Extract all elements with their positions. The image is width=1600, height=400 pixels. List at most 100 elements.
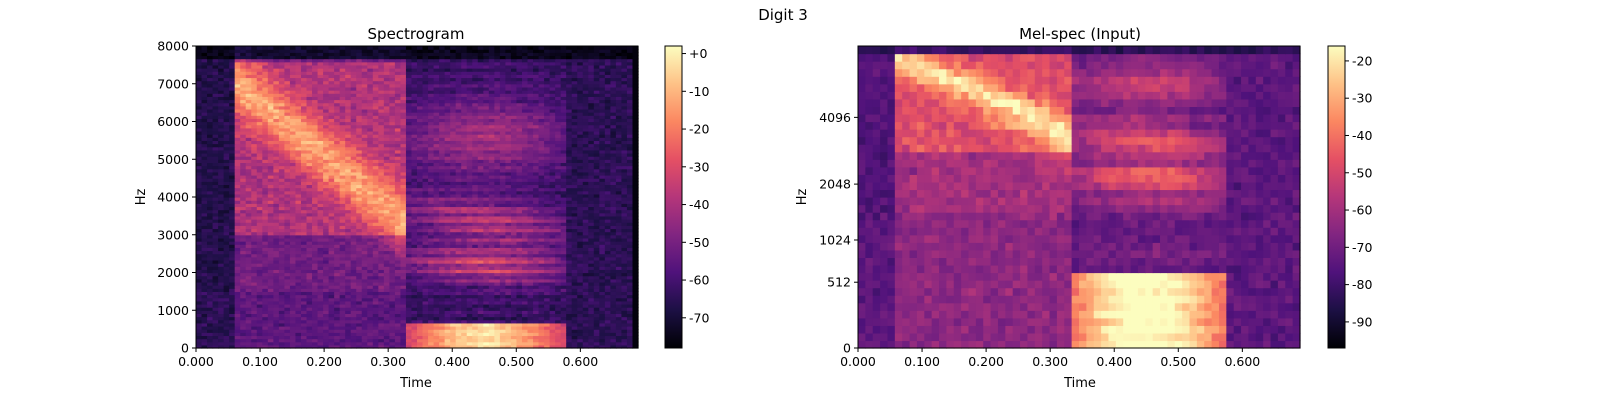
spectrogram-cell: [405, 159, 413, 163]
spectrogram-cell: [499, 225, 507, 230]
spectrogram-cell: [411, 275, 418, 280]
spectrogram-cell: [461, 303, 468, 308]
spectrogram-cell: [461, 307, 468, 311]
spectrogram-cell: [218, 206, 225, 211]
spectrogram-cell: [516, 237, 523, 242]
spectrogram-cell: [328, 310, 335, 314]
spectrogram-cell: [223, 263, 230, 267]
spectrogram-cell: [328, 181, 335, 186]
spectrogram-cell: [201, 184, 208, 189]
spectrogram-cell: [466, 244, 473, 248]
spectrogram-cell: [234, 209, 241, 214]
spectrogram-cell: [212, 316, 219, 321]
spectrogram-cell: [499, 181, 507, 186]
spectrogram-cell: [538, 322, 545, 327]
spectrogram-cell: [196, 197, 203, 201]
spectrogram-cell: [223, 307, 230, 311]
spectrogram-cell: [345, 184, 352, 189]
spectrogram-cell: [544, 228, 551, 233]
spectrogram-cell: [201, 212, 208, 217]
spectrogram-cell: [499, 332, 507, 337]
spectrogram-cell: [610, 225, 617, 230]
spectrogram-cell: [604, 344, 611, 349]
spectrogram-cell: [466, 272, 473, 277]
spectrogram-cell: [505, 200, 512, 204]
spectrogram-cell: [372, 313, 379, 318]
spectrogram-cell: [433, 209, 440, 214]
spectrogram-cell: [632, 219, 639, 223]
spectrogram-cell: [334, 263, 341, 267]
spectrogram-cell: [218, 247, 225, 252]
spectrogram-cell: [433, 275, 440, 280]
spectrogram-cell: [461, 344, 468, 349]
spectrogram-cell: [284, 215, 291, 220]
spectrogram-cell: [372, 174, 379, 179]
spectrogram-cell: [560, 215, 567, 220]
spectrogram-cell: [251, 228, 258, 233]
spectrogram-cell: [289, 344, 297, 349]
spectrogram-cell: [389, 269, 396, 274]
spectrogram-cell: [538, 319, 545, 324]
spectrogram-cell: [477, 203, 484, 208]
spectrogram-cell: [439, 344, 446, 349]
spectrogram-cell: [207, 184, 214, 189]
spectrogram-cell: [626, 159, 634, 163]
spectrogram-cell: [273, 219, 280, 223]
spectrogram-cell: [466, 307, 473, 311]
spectrogram-cell: [262, 256, 269, 261]
spectrogram-cell: [361, 325, 368, 330]
spectrogram-cell: [234, 219, 241, 223]
spectrogram-cell: [593, 193, 600, 198]
spectrogram-cell: [273, 307, 280, 311]
spectrogram-cell: [444, 197, 451, 201]
spectrogram-cell: [488, 263, 495, 267]
spectrogram-cell: [505, 329, 512, 333]
spectrogram-cell: [317, 237, 324, 242]
spectrogram-cell: [610, 197, 617, 201]
spectrogram-cell: [571, 184, 578, 189]
spectrogram-cell: [411, 171, 418, 176]
spectrogram-cell: [405, 206, 413, 211]
spectrogram-cell: [334, 300, 341, 305]
spectrogram-cell: [610, 307, 617, 311]
spectrogram-cell: [582, 259, 589, 264]
spectrogram-cell: [394, 316, 402, 321]
spectrogram-cell: [588, 231, 595, 236]
spectrogram-cell: [555, 200, 562, 204]
spectrogram-cell: [223, 269, 230, 274]
spectrogram-cell: [278, 291, 286, 296]
spectrogram-cell: [422, 225, 429, 230]
spectrogram-cell: [604, 266, 611, 270]
spectrogram-cell: [455, 241, 462, 245]
spectrogram-cell: [317, 329, 324, 333]
spectrogram-cell: [256, 291, 263, 296]
spectrogram-cell: [312, 259, 319, 264]
spectrogram-cell: [593, 335, 600, 340]
spectrogram-cell: [527, 335, 534, 340]
spectrogram-cell: [615, 275, 623, 280]
spectrogram-cell: [367, 152, 374, 157]
spectrogram-cell: [444, 190, 451, 195]
spectrogram-cell: [317, 269, 324, 274]
spectrogram-cell: [477, 303, 484, 308]
spectrogram-cell: [466, 174, 473, 179]
spectrogram-cell: [461, 181, 468, 186]
spectrogram-cell: [356, 190, 363, 195]
spectrogram-cell: [284, 193, 291, 198]
spectrogram-cell: [295, 187, 302, 192]
spectrogram-cell: [439, 325, 446, 330]
spectrogram-cell: [499, 256, 507, 261]
spectrogram-cell: [555, 335, 562, 340]
spectrogram-cell: [229, 310, 236, 314]
spectrogram-cell: [350, 303, 357, 308]
spectrogram-cell: [317, 184, 324, 189]
spectrogram-cell: [201, 297, 208, 302]
spectrogram-cell: [378, 187, 385, 192]
spectrogram-cell: [521, 193, 529, 198]
spectrogram-cell: [339, 203, 346, 208]
spectrogram-cell: [544, 215, 551, 220]
spectrogram-cell: [372, 329, 379, 333]
spectrogram-cell: [560, 181, 567, 186]
spectrogram-cell: [582, 174, 589, 179]
spectrogram-cell: [555, 259, 562, 264]
